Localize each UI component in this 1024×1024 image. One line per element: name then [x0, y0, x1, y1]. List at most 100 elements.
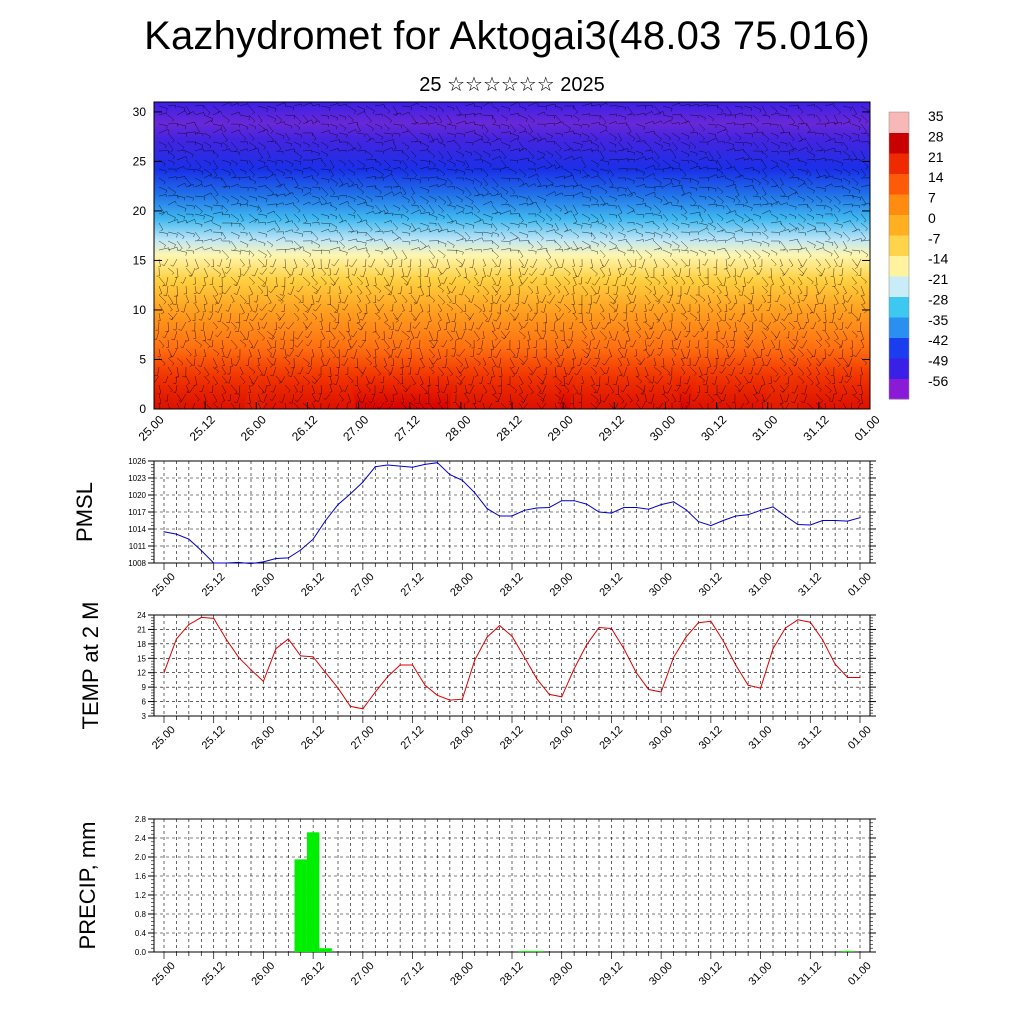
- wind-barb: [656, 330, 664, 340]
- wind-barb: [419, 348, 424, 360]
- wind-barb: [543, 276, 547, 285]
- wind-barb: [318, 339, 322, 348]
- x-tick-label: 26.12: [289, 412, 320, 443]
- wind-barb: [692, 330, 700, 338]
- wind-barb: [374, 267, 380, 276]
- wind-barb: [761, 330, 767, 340]
- wind-barb: [572, 149, 581, 152]
- data-point: [722, 640, 724, 642]
- wind-barb: [275, 121, 286, 125]
- wind-barb: [608, 231, 614, 240]
- wind-barb: [392, 384, 398, 396]
- wind-barb: [518, 402, 524, 409]
- data-point: [387, 464, 389, 466]
- wind-barb: [355, 402, 358, 409]
- wind-barb: [815, 312, 821, 322]
- wind-barb: [266, 123, 274, 134]
- wind-barb: [446, 366, 454, 377]
- wind-barb: [329, 139, 341, 143]
- wind-barb: [495, 276, 502, 287]
- wind-barb: [482, 240, 493, 245]
- wind-barb: [676, 294, 682, 304]
- wind-barb: [338, 384, 343, 393]
- wind-barb: [716, 285, 722, 295]
- wind-barb: [311, 276, 318, 286]
- wind-barb: [536, 294, 540, 304]
- wind-barb: [860, 114, 869, 124]
- wind-barb: [464, 177, 475, 185]
- wind-barb: [656, 312, 664, 321]
- wind-barb: [259, 267, 268, 275]
- wind-barb: [278, 294, 286, 302]
- wind-barb: [815, 132, 824, 137]
- wind-barb: [455, 120, 467, 125]
- wind-barb: [373, 348, 377, 359]
- data-point: [449, 474, 451, 476]
- wind-barb: [608, 141, 617, 148]
- wind-barb: [248, 249, 255, 257]
- wind-barb: [833, 159, 844, 167]
- wind-barb: [635, 168, 645, 176]
- wind-barb: [437, 123, 447, 130]
- wind-barb: [585, 276, 592, 284]
- wind-barb: [635, 384, 645, 394]
- wind-barb: [194, 177, 203, 185]
- wind-barb: [383, 186, 393, 190]
- wind-barb: [311, 258, 316, 269]
- wind-barb: [342, 384, 349, 392]
- colorbar-frame: [888, 111, 910, 400]
- wind-barb: [193, 330, 197, 339]
- wind-barb: [545, 122, 555, 127]
- wind-barb: [792, 357, 799, 366]
- wind-barb: [859, 366, 863, 376]
- wind-barb: [173, 285, 178, 297]
- wind-barb: [410, 177, 421, 184]
- wind-barb: [770, 112, 780, 116]
- wind-barb: [419, 105, 428, 111]
- wind-barb: [158, 240, 166, 248]
- wind-barb: [455, 249, 464, 255]
- wind-barb: [455, 195, 463, 203]
- wind-barb: [669, 312, 673, 322]
- wind-barb: [346, 402, 349, 409]
- wind-barb: [739, 366, 745, 375]
- wind-barb: [284, 267, 291, 279]
- wind-barb: [752, 312, 757, 322]
- wind-barb: [617, 339, 622, 350]
- wind-barb: [698, 166, 709, 170]
- wind-barb: [860, 213, 867, 223]
- wind-barb: [788, 204, 797, 210]
- y-tick-label: 30: [133, 105, 147, 119]
- wind-barb: [217, 312, 223, 322]
- wind-barb: [608, 267, 612, 276]
- data-point: [461, 698, 463, 700]
- wind-barb: [599, 195, 606, 207]
- wind-barb: [167, 357, 175, 366]
- wind-barb: [801, 393, 808, 403]
- wind-barb: [437, 213, 445, 220]
- wind-barb: [284, 123, 293, 129]
- wind-barb: [383, 393, 389, 403]
- wind-barb: [445, 375, 450, 386]
- wind-barb: [644, 164, 656, 170]
- wind-barb: [401, 204, 409, 214]
- wind-barb: [797, 105, 804, 114]
- wind-barb: [824, 258, 831, 269]
- wind-barb: [608, 132, 617, 141]
- wind-barb: [302, 213, 308, 224]
- wind-barb: [680, 177, 691, 183]
- wind-barb: [293, 141, 302, 148]
- wind-barb: [779, 202, 789, 206]
- wind-barb: [401, 402, 407, 409]
- wind-barb: [743, 375, 749, 385]
- wind-barb: [833, 285, 840, 295]
- wind-barb: [617, 158, 629, 163]
- wind-barb: [509, 137, 519, 143]
- wind-barb: [644, 238, 655, 242]
- wind-barb: [734, 294, 738, 305]
- data-point: [784, 627, 787, 629]
- wind-barb: [176, 219, 188, 224]
- wind-barb: [743, 195, 749, 204]
- wind-barb: [192, 312, 196, 321]
- wind-barb: [392, 204, 401, 211]
